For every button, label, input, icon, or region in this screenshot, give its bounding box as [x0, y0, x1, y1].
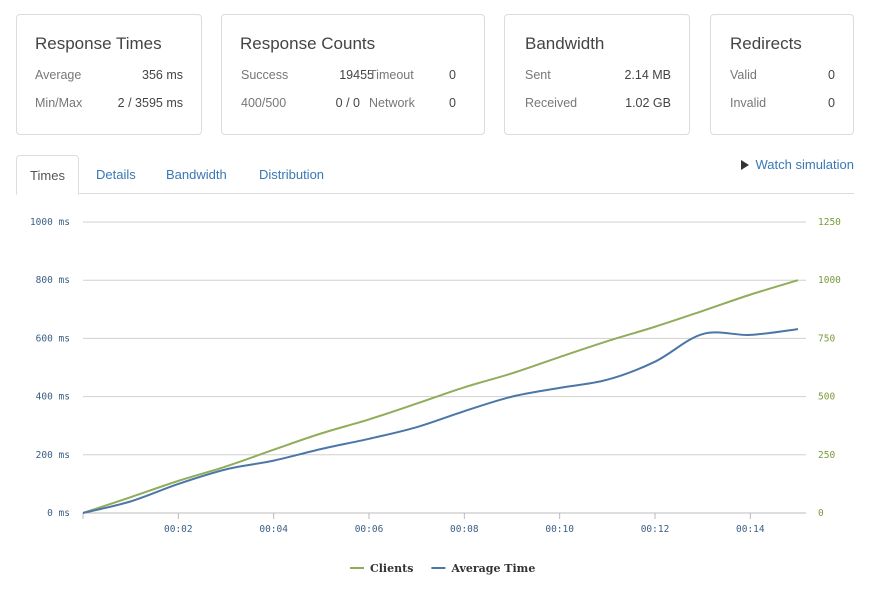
sent-label: Sent: [525, 68, 551, 82]
response-times-title: Response Times: [35, 34, 162, 53]
series-line-clients: [82, 279, 799, 514]
invalid-value: 0: [828, 96, 835, 110]
timeout-label: Timeout: [369, 68, 414, 82]
response-counts-card: Response Counts Success 19455 Timeout 0 …: [221, 14, 485, 135]
y-tick-label: 1000 ms: [30, 217, 70, 228]
y-tick-label: 400 ms: [36, 392, 70, 403]
received-label: Received: [525, 96, 578, 110]
legend-label: Average Time: [450, 562, 535, 575]
play-icon: [740, 159, 749, 170]
bandwidth-title: Bandwidth: [525, 34, 605, 53]
x-tick-label: 00:02: [164, 524, 193, 535]
x-tick-label: 00:08: [450, 524, 479, 535]
y2-tick-label: 1250: [818, 217, 841, 228]
minmax-label: Min/Max: [35, 96, 83, 110]
timeout-value: 0: [449, 68, 456, 82]
y2-tick-label: 0: [818, 508, 824, 519]
errors-value: 0 / 0: [335, 96, 360, 110]
invalid-label: Invalid: [730, 96, 767, 110]
x-tick-label: 00:10: [545, 524, 574, 535]
average-value: 356 ms: [142, 68, 183, 82]
y-tick-label: 200 ms: [36, 450, 70, 461]
x-tick-label: 00:04: [259, 524, 288, 535]
y-axis-right: 0 250 500 750 1000 1250: [818, 217, 841, 519]
errors-label: 400/500: [241, 96, 287, 110]
legend-label: Clients: [370, 562, 413, 575]
chart-series: [82, 279, 799, 514]
bandwidth-card: Bandwidth Sent 2.14 MB Received 1.02 GB: [504, 14, 690, 135]
tab-distribution[interactable]: Distribution: [259, 167, 325, 182]
received-value: 1.02 GB: [625, 96, 671, 110]
network-value: 0: [449, 96, 456, 110]
y2-tick-label: 1000: [818, 275, 841, 286]
y2-tick-label: 750: [818, 333, 835, 344]
average-label: Average: [35, 68, 82, 82]
x-axis: 00:02 00:04 00:06 00:08 00:10 00:12 00:14: [82, 513, 765, 535]
y-tick-label: 600 ms: [36, 333, 70, 344]
tab-bandwidth[interactable]: Bandwidth: [166, 167, 227, 182]
sent-value: 2.14 MB: [624, 68, 671, 82]
chart-legend: Clients Average Time: [350, 562, 535, 575]
response-times-card: Response Times Average 356 ms Min/Max 2 …: [16, 14, 202, 135]
redirects-title: Redirects: [730, 34, 802, 53]
y2-tick-label: 250: [818, 450, 835, 461]
y-axis-left: 0 ms 200 ms 400 ms 600 ms 800 ms 1000 ms: [30, 217, 70, 519]
tab-bar: [16, 193, 854, 194]
x-tick-label: 00:06: [355, 524, 384, 535]
x-tick-label: 00:12: [641, 524, 670, 535]
network-label: Network: [369, 96, 415, 110]
valid-label: Valid: [730, 68, 757, 82]
y-tick-label: 800 ms: [36, 275, 70, 286]
response-counts-title: Response Counts: [240, 34, 376, 53]
y2-tick-label: 500: [818, 392, 835, 403]
tab-details[interactable]: Details: [96, 167, 136, 182]
watch-simulation-link[interactable]: Watch simulation: [740, 157, 855, 172]
redirects-card: Redirects Valid 0 Invalid 0: [710, 14, 854, 135]
y-tick-label: 0 ms: [47, 508, 70, 519]
watch-simulation-label: Watch simulation: [755, 157, 855, 172]
tab-times[interactable]: Times: [16, 155, 79, 195]
success-label: Success: [241, 68, 289, 82]
chart-grid: [83, 221, 806, 514]
minmax-value: 2 / 3595 ms: [117, 96, 183, 110]
x-tick-label: 00:14: [736, 524, 765, 535]
valid-value: 0: [828, 68, 835, 82]
success-value: 19455: [339, 68, 374, 82]
series-line-average-time: [82, 328, 799, 514]
